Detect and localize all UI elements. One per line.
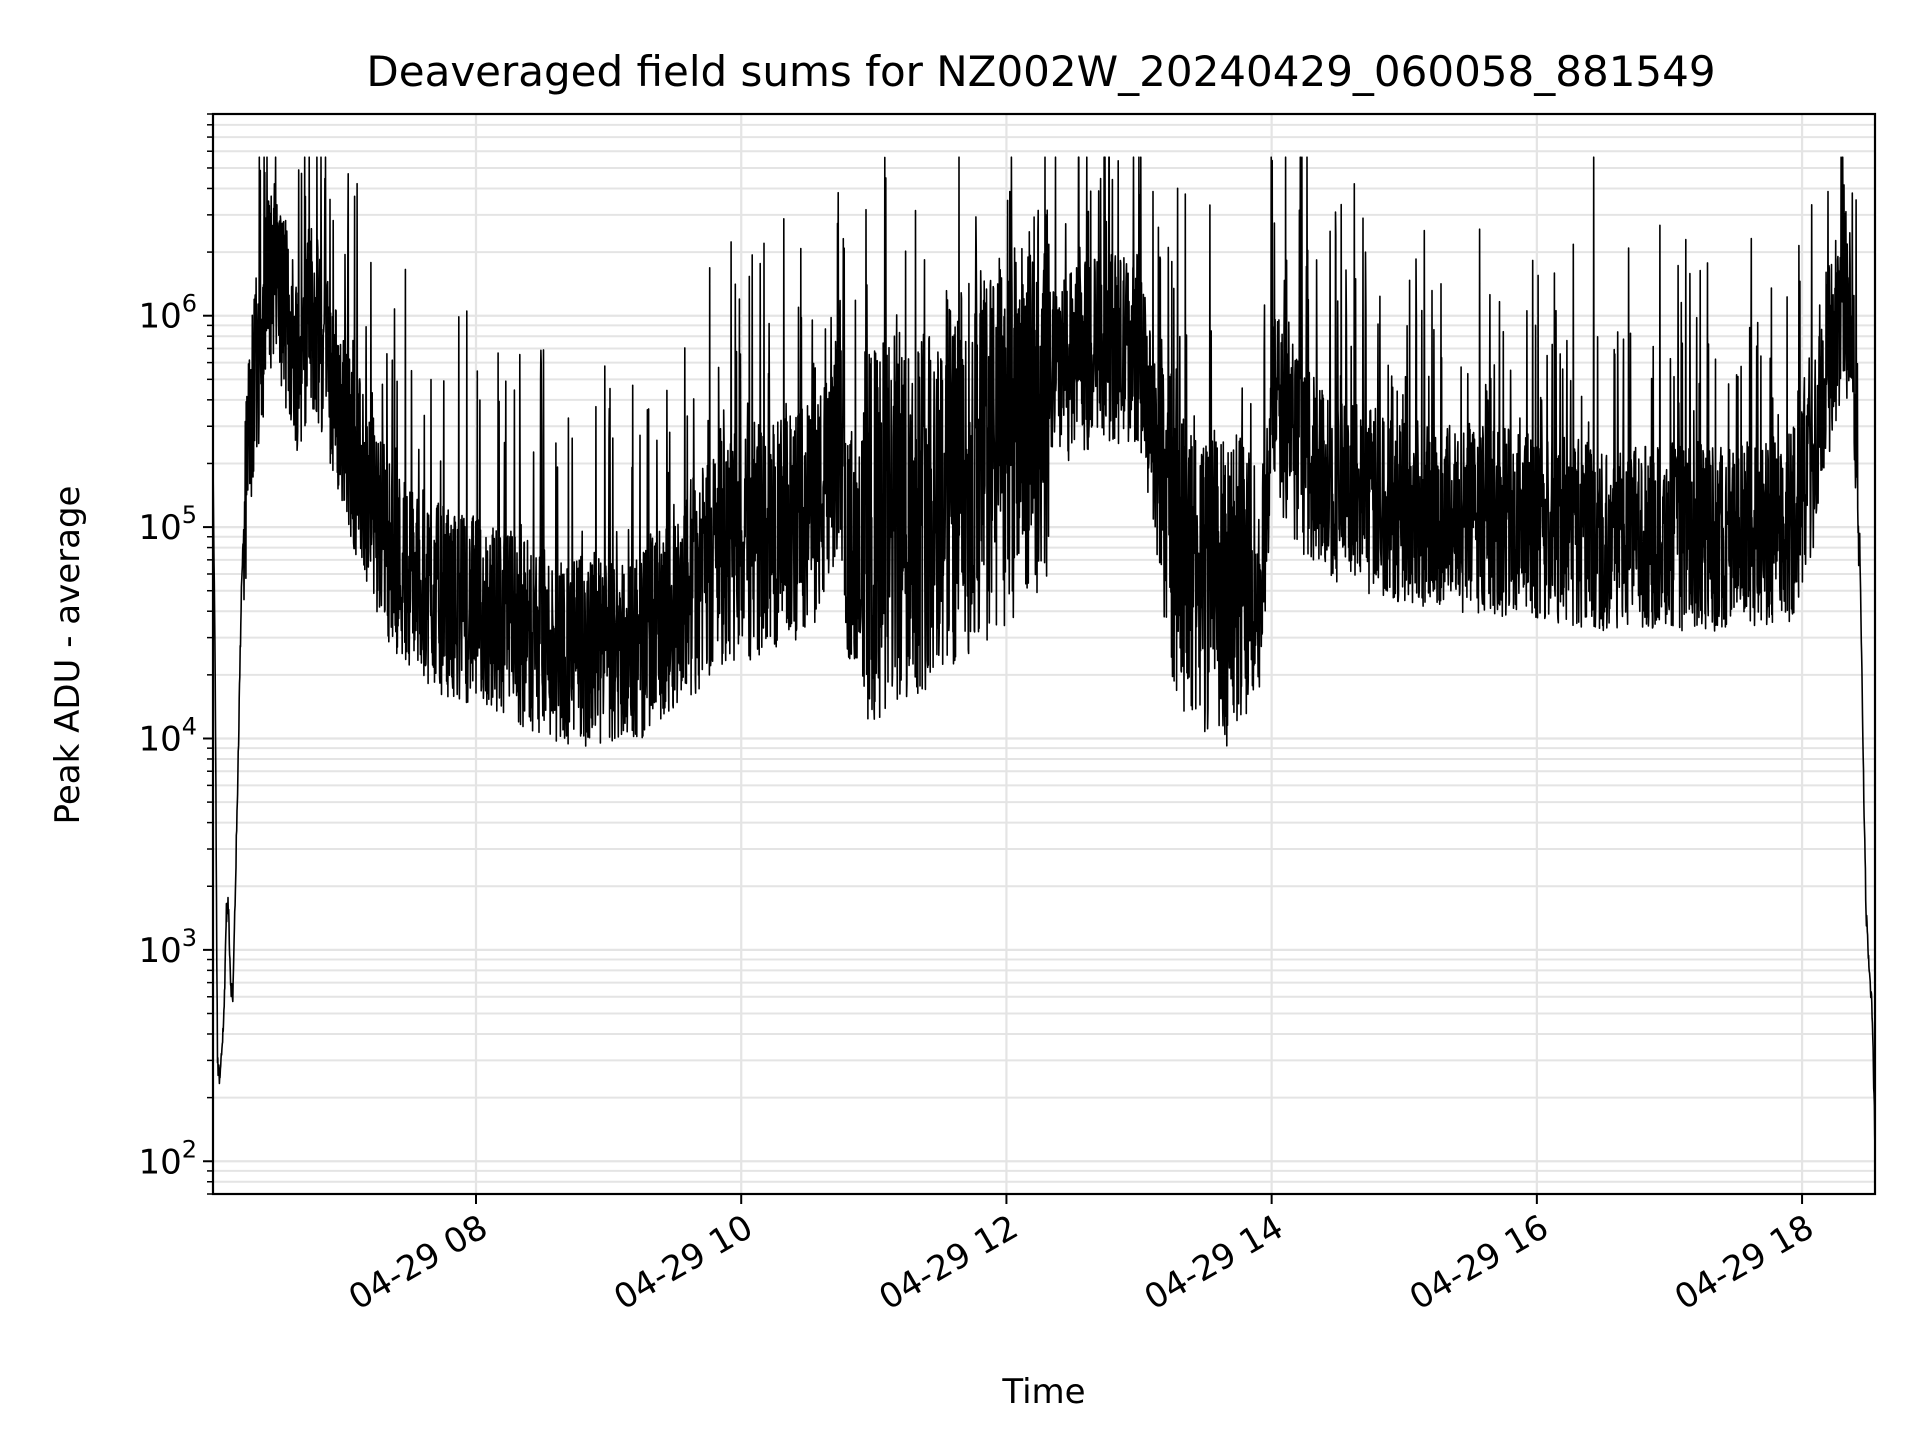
y-axis-label: Peak ADU - average — [48, 486, 88, 825]
y-tick-label: 102 — [138, 1135, 197, 1182]
y-tick-label: 104 — [138, 712, 197, 759]
y-tick-label: 103 — [138, 924, 197, 971]
series-group — [213, 156, 1875, 1151]
chart-title: Deaveraged field sums for NZ002W_2024042… — [366, 47, 1715, 96]
x-axis-label: Time — [1001, 1372, 1085, 1412]
series-line — [213, 156, 1875, 1151]
plot-area — [213, 156, 1875, 1151]
y-tick-label: 106 — [138, 290, 197, 337]
y-tick-label: 105 — [138, 501, 197, 548]
plot-frame — [211, 112, 1877, 1196]
y-axis: 102 103 104 105 106 — [138, 113, 213, 1195]
